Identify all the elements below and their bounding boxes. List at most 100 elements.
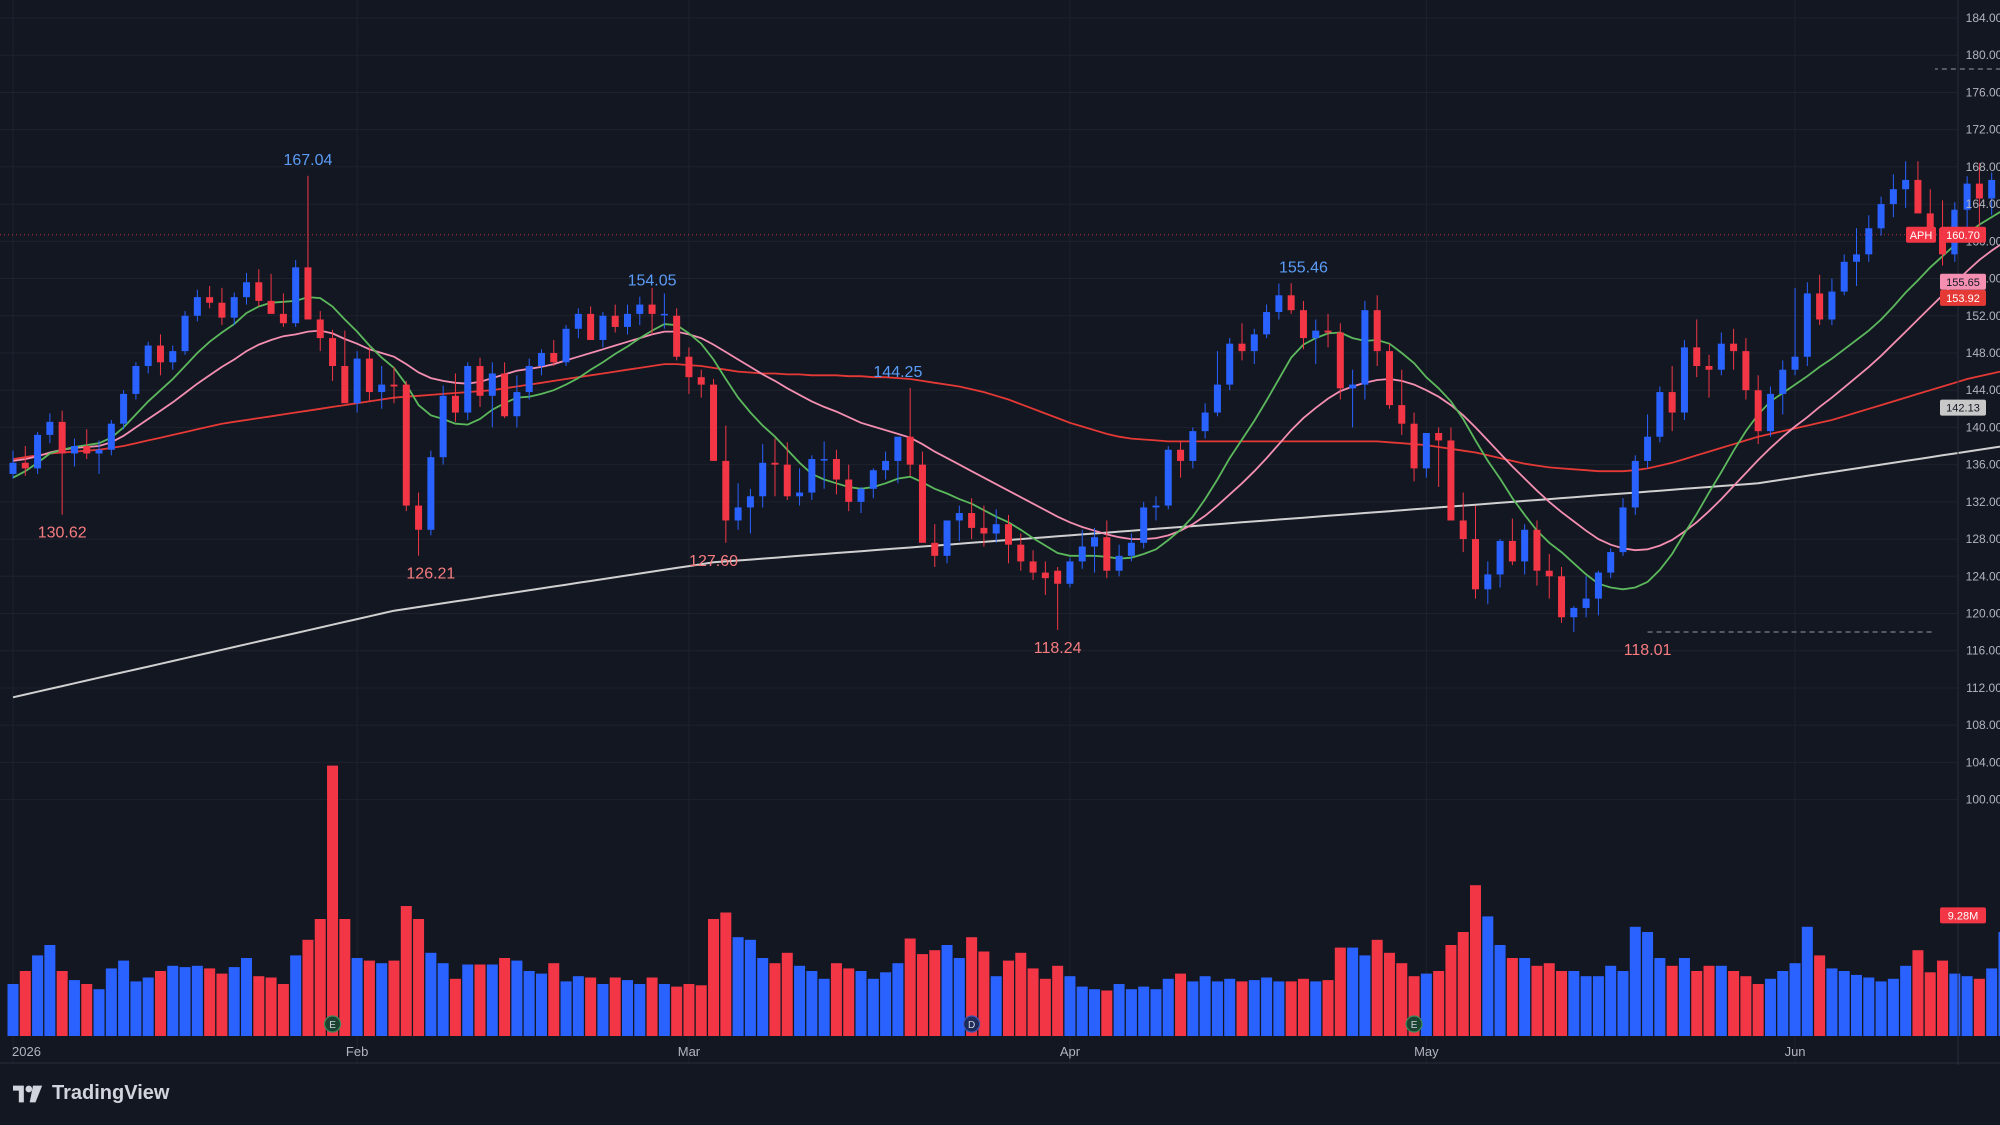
candle-body: [513, 392, 521, 417]
candle-body: [267, 300, 275, 314]
earnings-marker: [323, 1015, 342, 1033]
candle-body: [365, 358, 373, 393]
volume-bar: [179, 967, 191, 1036]
volume-bar: [1666, 965, 1678, 1036]
candle-body: [1754, 390, 1762, 432]
volume-bar: [1359, 955, 1371, 1036]
candle-body: [660, 313, 668, 316]
candle-body: [1582, 598, 1590, 608]
candle-body: [193, 297, 201, 316]
volume-bar: [1138, 986, 1150, 1036]
candle-body: [501, 373, 509, 417]
candle-body: [341, 366, 349, 404]
volume-bar: [1273, 981, 1285, 1036]
volume-bar: [1592, 976, 1604, 1036]
time-tick-label: Mar: [678, 1044, 701, 1059]
candle-body: [1594, 572, 1602, 599]
candle-body: [464, 366, 472, 413]
candle-body: [710, 384, 718, 461]
candle-body: [869, 470, 877, 489]
volume-bar: [1900, 965, 1912, 1036]
time-axis[interactable]: 2026FebMarAprMayJunJulAug: [12, 1044, 2000, 1059]
volume-bar: [413, 919, 425, 1036]
candle-body: [1472, 539, 1480, 590]
event-marker-letter: E: [1411, 1020, 1418, 1031]
candle-body: [439, 395, 447, 458]
candle-body: [9, 462, 17, 474]
time-tick-label: Jun: [1785, 1044, 1806, 1059]
price-tick-label: 140.00: [1966, 420, 2000, 434]
event-markers: EDEDE⚡: [323, 1015, 1423, 1033]
candle-body: [1299, 310, 1307, 339]
candle-body: [353, 358, 361, 404]
volume-bar: [7, 984, 19, 1036]
volume-bar: [1937, 960, 1949, 1036]
price-axis[interactable]: 184.00180.00176.00172.00168.00164.00160.…: [1966, 11, 2000, 807]
ma-line-white: [12, 445, 2000, 699]
volume-bar: [1015, 952, 1027, 1036]
ma-line-green: [12, 211, 2000, 591]
candle-body: [1410, 423, 1418, 469]
candle-body: [771, 462, 779, 465]
candle-body: [1213, 384, 1221, 413]
volume-bar: [314, 919, 326, 1036]
candle-body: [1607, 552, 1615, 573]
candle-body: [58, 421, 66, 454]
volume-bar: [1519, 958, 1531, 1036]
volume-bar: [843, 968, 855, 1036]
volume-bar: [1211, 981, 1223, 1036]
volume-bar: [572, 976, 584, 1036]
candle-body: [1164, 449, 1172, 506]
volume-bar: [658, 984, 670, 1036]
volume-bar: [1125, 989, 1137, 1036]
volume-bar: [830, 963, 842, 1036]
candle-body: [1140, 507, 1148, 543]
volume-bar: [560, 981, 572, 1036]
candle-body: [1226, 343, 1234, 385]
volume-bar: [142, 977, 154, 1036]
last-price-badge-bg: [1940, 226, 1986, 243]
volume-bar: [1064, 976, 1076, 1036]
volume-bar: [1740, 976, 1752, 1036]
tradingview-logo[interactable]: TradingView: [12, 1082, 169, 1105]
candle-body: [1693, 347, 1701, 367]
volume-bar: [1887, 978, 1899, 1036]
candle-body: [992, 524, 1000, 534]
tradingview-icon: [13, 1085, 43, 1102]
candle-body: [95, 449, 103, 454]
volume-bar: [167, 965, 179, 1036]
candle-body: [1668, 392, 1676, 413]
ma-line-pink: [12, 243, 2000, 552]
candle-body: [968, 513, 976, 528]
volume-bar: [191, 965, 203, 1036]
candle-body: [1336, 332, 1344, 389]
price-tick-label: 176.00: [1966, 85, 2000, 99]
candle-body: [451, 395, 459, 413]
candle-body: [1877, 204, 1885, 229]
candle-body: [1201, 412, 1209, 432]
volume-bar: [744, 939, 756, 1036]
candle-body: [1558, 576, 1566, 618]
volume-bar: [1629, 926, 1641, 1036]
candle-body: [1705, 366, 1713, 370]
volume-bar: [548, 963, 560, 1036]
footer-bar: [0, 1068, 2000, 1125]
price-tick-label: 124.00: [1966, 569, 2000, 583]
candle-body: [1926, 213, 1934, 229]
candle-body: [1275, 295, 1283, 313]
volume-bar: [892, 963, 904, 1036]
volume-bar: [1162, 978, 1174, 1036]
volume-bar: [585, 977, 597, 1036]
low-price-label: 126.21: [406, 566, 455, 583]
time-tick-label: 2026: [12, 1044, 41, 1059]
price-tick-label: 144.00: [1966, 383, 2000, 397]
candle-body: [1177, 449, 1185, 461]
price-badges: APH 160.70 155.65 153.92 142.13 9.28M: [1906, 226, 1986, 924]
candle-body: [316, 319, 324, 339]
volume-bar: [1506, 958, 1518, 1036]
volume-bar: [597, 984, 609, 1036]
candle-body: [882, 460, 890, 471]
volume-bar: [81, 984, 93, 1036]
